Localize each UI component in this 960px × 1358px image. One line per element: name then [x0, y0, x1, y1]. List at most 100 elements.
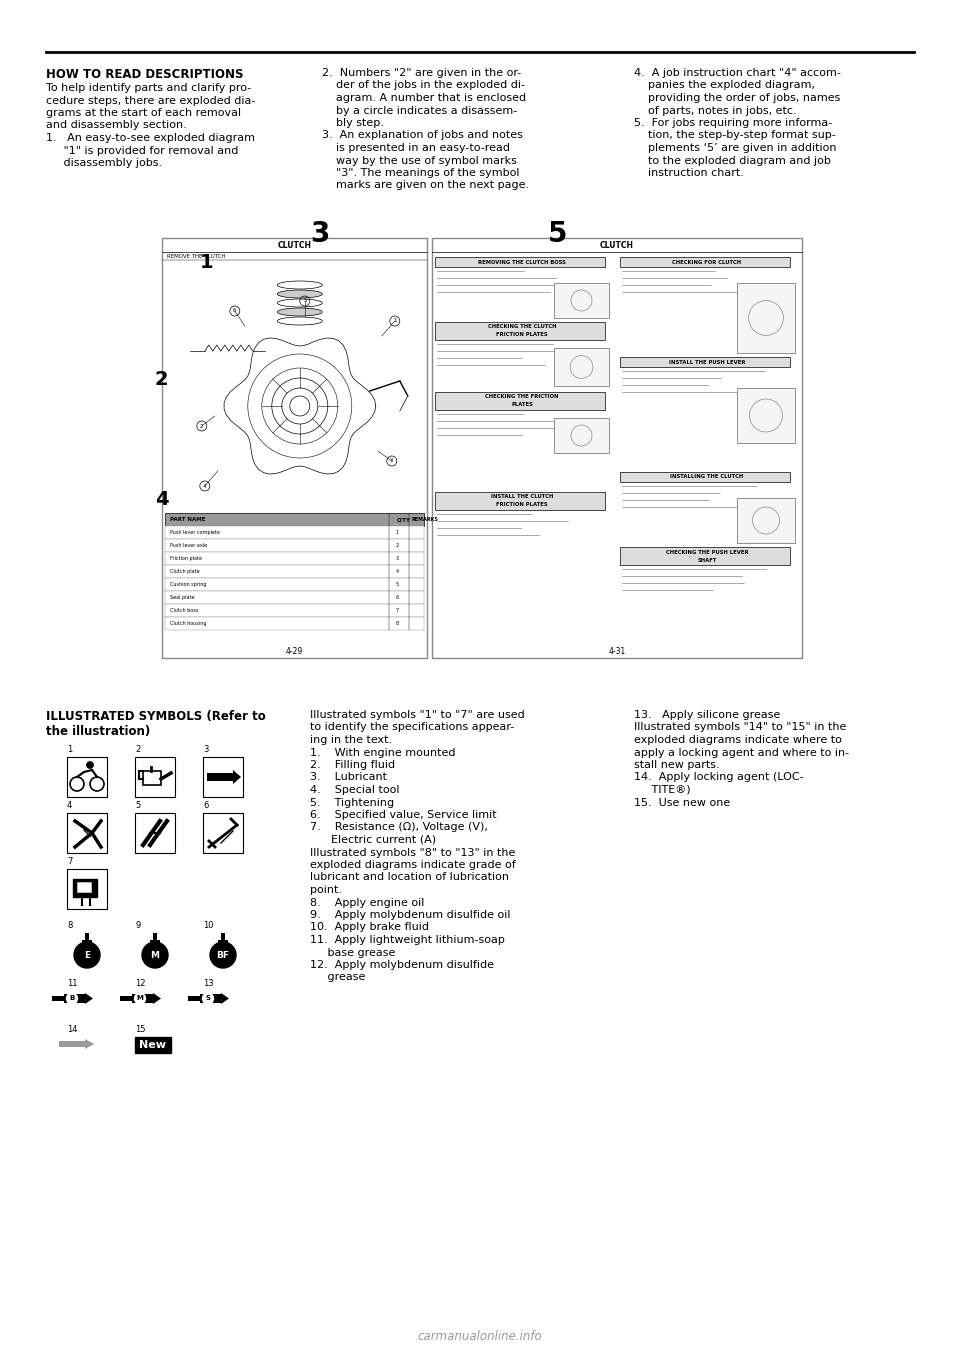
Text: CHECKING THE PUSH LEVER: CHECKING THE PUSH LEVER	[665, 550, 748, 554]
Text: PLATES: PLATES	[511, 402, 533, 407]
Circle shape	[86, 762, 93, 769]
Text: 10.  Apply brake fluid: 10. Apply brake fluid	[310, 922, 429, 933]
Text: B: B	[69, 995, 75, 1001]
Text: to the exploded diagram and job: to the exploded diagram and job	[634, 156, 830, 166]
Text: BF: BF	[217, 951, 229, 960]
Bar	[165, 604, 424, 617]
Bar	[620, 473, 790, 482]
Bar	[165, 591, 424, 604]
Circle shape	[142, 942, 168, 968]
Text: "1" is provided for removal and: "1" is provided for removal and	[46, 145, 238, 156]
Polygon shape	[132, 994, 153, 1004]
Text: "3". The meanings of the symbol: "3". The meanings of the symbol	[322, 168, 519, 178]
Text: M: M	[136, 995, 143, 1001]
Text: to identify the specifications appear-: to identify the specifications appear-	[310, 722, 515, 732]
Text: CHECKING THE CLUTCH: CHECKING THE CLUTCH	[488, 325, 556, 330]
Text: 5: 5	[548, 220, 567, 249]
Text: instruction chart.: instruction chart.	[634, 168, 744, 178]
Text: 4: 4	[67, 801, 72, 809]
Text: lubricant and location of lubrication: lubricant and location of lubrication	[310, 872, 509, 883]
Polygon shape	[52, 995, 64, 1001]
Polygon shape	[85, 1039, 94, 1048]
Ellipse shape	[277, 308, 323, 316]
Text: New: New	[139, 1040, 166, 1050]
Text: To help identify parts and clarify pro-: To help identify parts and clarify pro-	[46, 83, 252, 92]
Text: TITE®): TITE®)	[634, 785, 690, 794]
Bar	[165, 579, 424, 591]
Bar	[435, 257, 605, 268]
Text: 4: 4	[204, 483, 206, 489]
Circle shape	[203, 993, 213, 1004]
Text: agram. A number that is enclosed: agram. A number that is enclosed	[322, 92, 526, 103]
Bar	[435, 392, 605, 410]
Text: CLUTCH: CLUTCH	[277, 240, 311, 250]
Bar	[203, 813, 243, 853]
Text: point.: point.	[310, 885, 342, 895]
Text: 1.    With engine mounted: 1. With engine mounted	[310, 747, 455, 758]
Bar	[67, 813, 107, 853]
Text: CLUTCH: CLUTCH	[600, 240, 634, 250]
Text: 7: 7	[67, 857, 72, 866]
Text: 7.    Resistance (Ω), Voltage (V),: 7. Resistance (Ω), Voltage (V),	[310, 823, 488, 832]
Text: 12: 12	[135, 979, 146, 989]
Text: 2: 2	[200, 424, 204, 429]
Text: INSTALLING THE CLUTCH: INSTALLING THE CLUTCH	[670, 474, 744, 479]
Text: disassembly jobs.: disassembly jobs.	[46, 158, 162, 168]
Text: FRICTION PLATES: FRICTION PLATES	[496, 333, 548, 338]
Text: is presented in an easy-to-read: is presented in an easy-to-read	[322, 143, 510, 153]
Text: by a circle indicates a disassem-: by a circle indicates a disassem-	[322, 106, 517, 115]
Text: 5: 5	[303, 299, 306, 303]
Text: INSTALL THE CLUTCH: INSTALL THE CLUTCH	[491, 494, 553, 500]
Text: 1: 1	[200, 253, 214, 272]
Text: panies the exploded diagram,: panies the exploded diagram,	[634, 80, 815, 91]
Text: grease: grease	[310, 972, 366, 982]
Text: 5.    Tightening: 5. Tightening	[310, 797, 395, 808]
Text: Illustrated symbols "1" to "7" are used: Illustrated symbols "1" to "7" are used	[310, 710, 525, 720]
Bar	[432, 238, 802, 659]
Text: Push lever complete: Push lever complete	[170, 530, 220, 535]
Text: 8.    Apply engine oil: 8. Apply engine oil	[310, 898, 424, 907]
Text: 11.  Apply lightweight lithium-soap: 11. Apply lightweight lithium-soap	[310, 936, 505, 945]
Polygon shape	[153, 993, 161, 1004]
Bar	[135, 1038, 171, 1052]
Bar	[620, 547, 790, 565]
Polygon shape	[153, 933, 157, 940]
Text: 1: 1	[67, 746, 72, 754]
Text: marks are given on the next page.: marks are given on the next page.	[322, 181, 529, 190]
Text: carmanualonline.info: carmanualonline.info	[418, 1329, 542, 1343]
Text: CHECKING FOR CLUTCH: CHECKING FOR CLUTCH	[672, 259, 741, 265]
Bar	[620, 357, 790, 367]
Text: 3.  An explanation of jobs and notes: 3. An explanation of jobs and notes	[322, 130, 523, 140]
Text: 4: 4	[396, 569, 398, 574]
Text: 1.   An easy-to-see exploded diagram: 1. An easy-to-see exploded diagram	[46, 133, 255, 143]
Text: apply a locking agent and where to in-: apply a locking agent and where to in-	[634, 747, 850, 758]
Text: 13: 13	[203, 979, 214, 989]
Circle shape	[210, 942, 236, 968]
Polygon shape	[200, 994, 221, 1004]
Text: INSTALL THE PUSH LEVER: INSTALL THE PUSH LEVER	[669, 360, 745, 364]
Text: Electric current (A): Electric current (A)	[310, 835, 436, 845]
Bar	[435, 322, 605, 340]
Text: Illustrated symbols "8" to "13" in the: Illustrated symbols "8" to "13" in the	[310, 847, 516, 857]
Bar	[67, 869, 107, 909]
Text: REMARKS: REMARKS	[412, 517, 439, 521]
Text: 3: 3	[203, 746, 208, 754]
Polygon shape	[85, 993, 93, 1004]
Text: Clutch plate: Clutch plate	[170, 569, 200, 574]
Text: stall new parts.: stall new parts.	[634, 760, 720, 770]
Polygon shape	[188, 995, 200, 1001]
Text: 7: 7	[396, 608, 398, 612]
Text: 11: 11	[67, 979, 78, 989]
Text: grams at the start of each removal: grams at the start of each removal	[46, 109, 241, 118]
Polygon shape	[221, 933, 225, 940]
Text: 15.  Use new one: 15. Use new one	[634, 797, 731, 808]
Polygon shape	[233, 770, 241, 784]
Bar	[165, 565, 424, 579]
Text: FRICTION PLATES: FRICTION PLATES	[496, 502, 548, 508]
Text: bly step.: bly step.	[322, 118, 384, 128]
Text: exploded diagrams indicate grade of: exploded diagrams indicate grade of	[310, 860, 516, 870]
Text: PART NAME: PART NAME	[170, 517, 205, 521]
Polygon shape	[82, 940, 92, 944]
Text: 4.  A job instruction chart "4" accom-: 4. A job instruction chart "4" accom-	[634, 68, 841, 77]
Text: 15: 15	[135, 1025, 146, 1033]
